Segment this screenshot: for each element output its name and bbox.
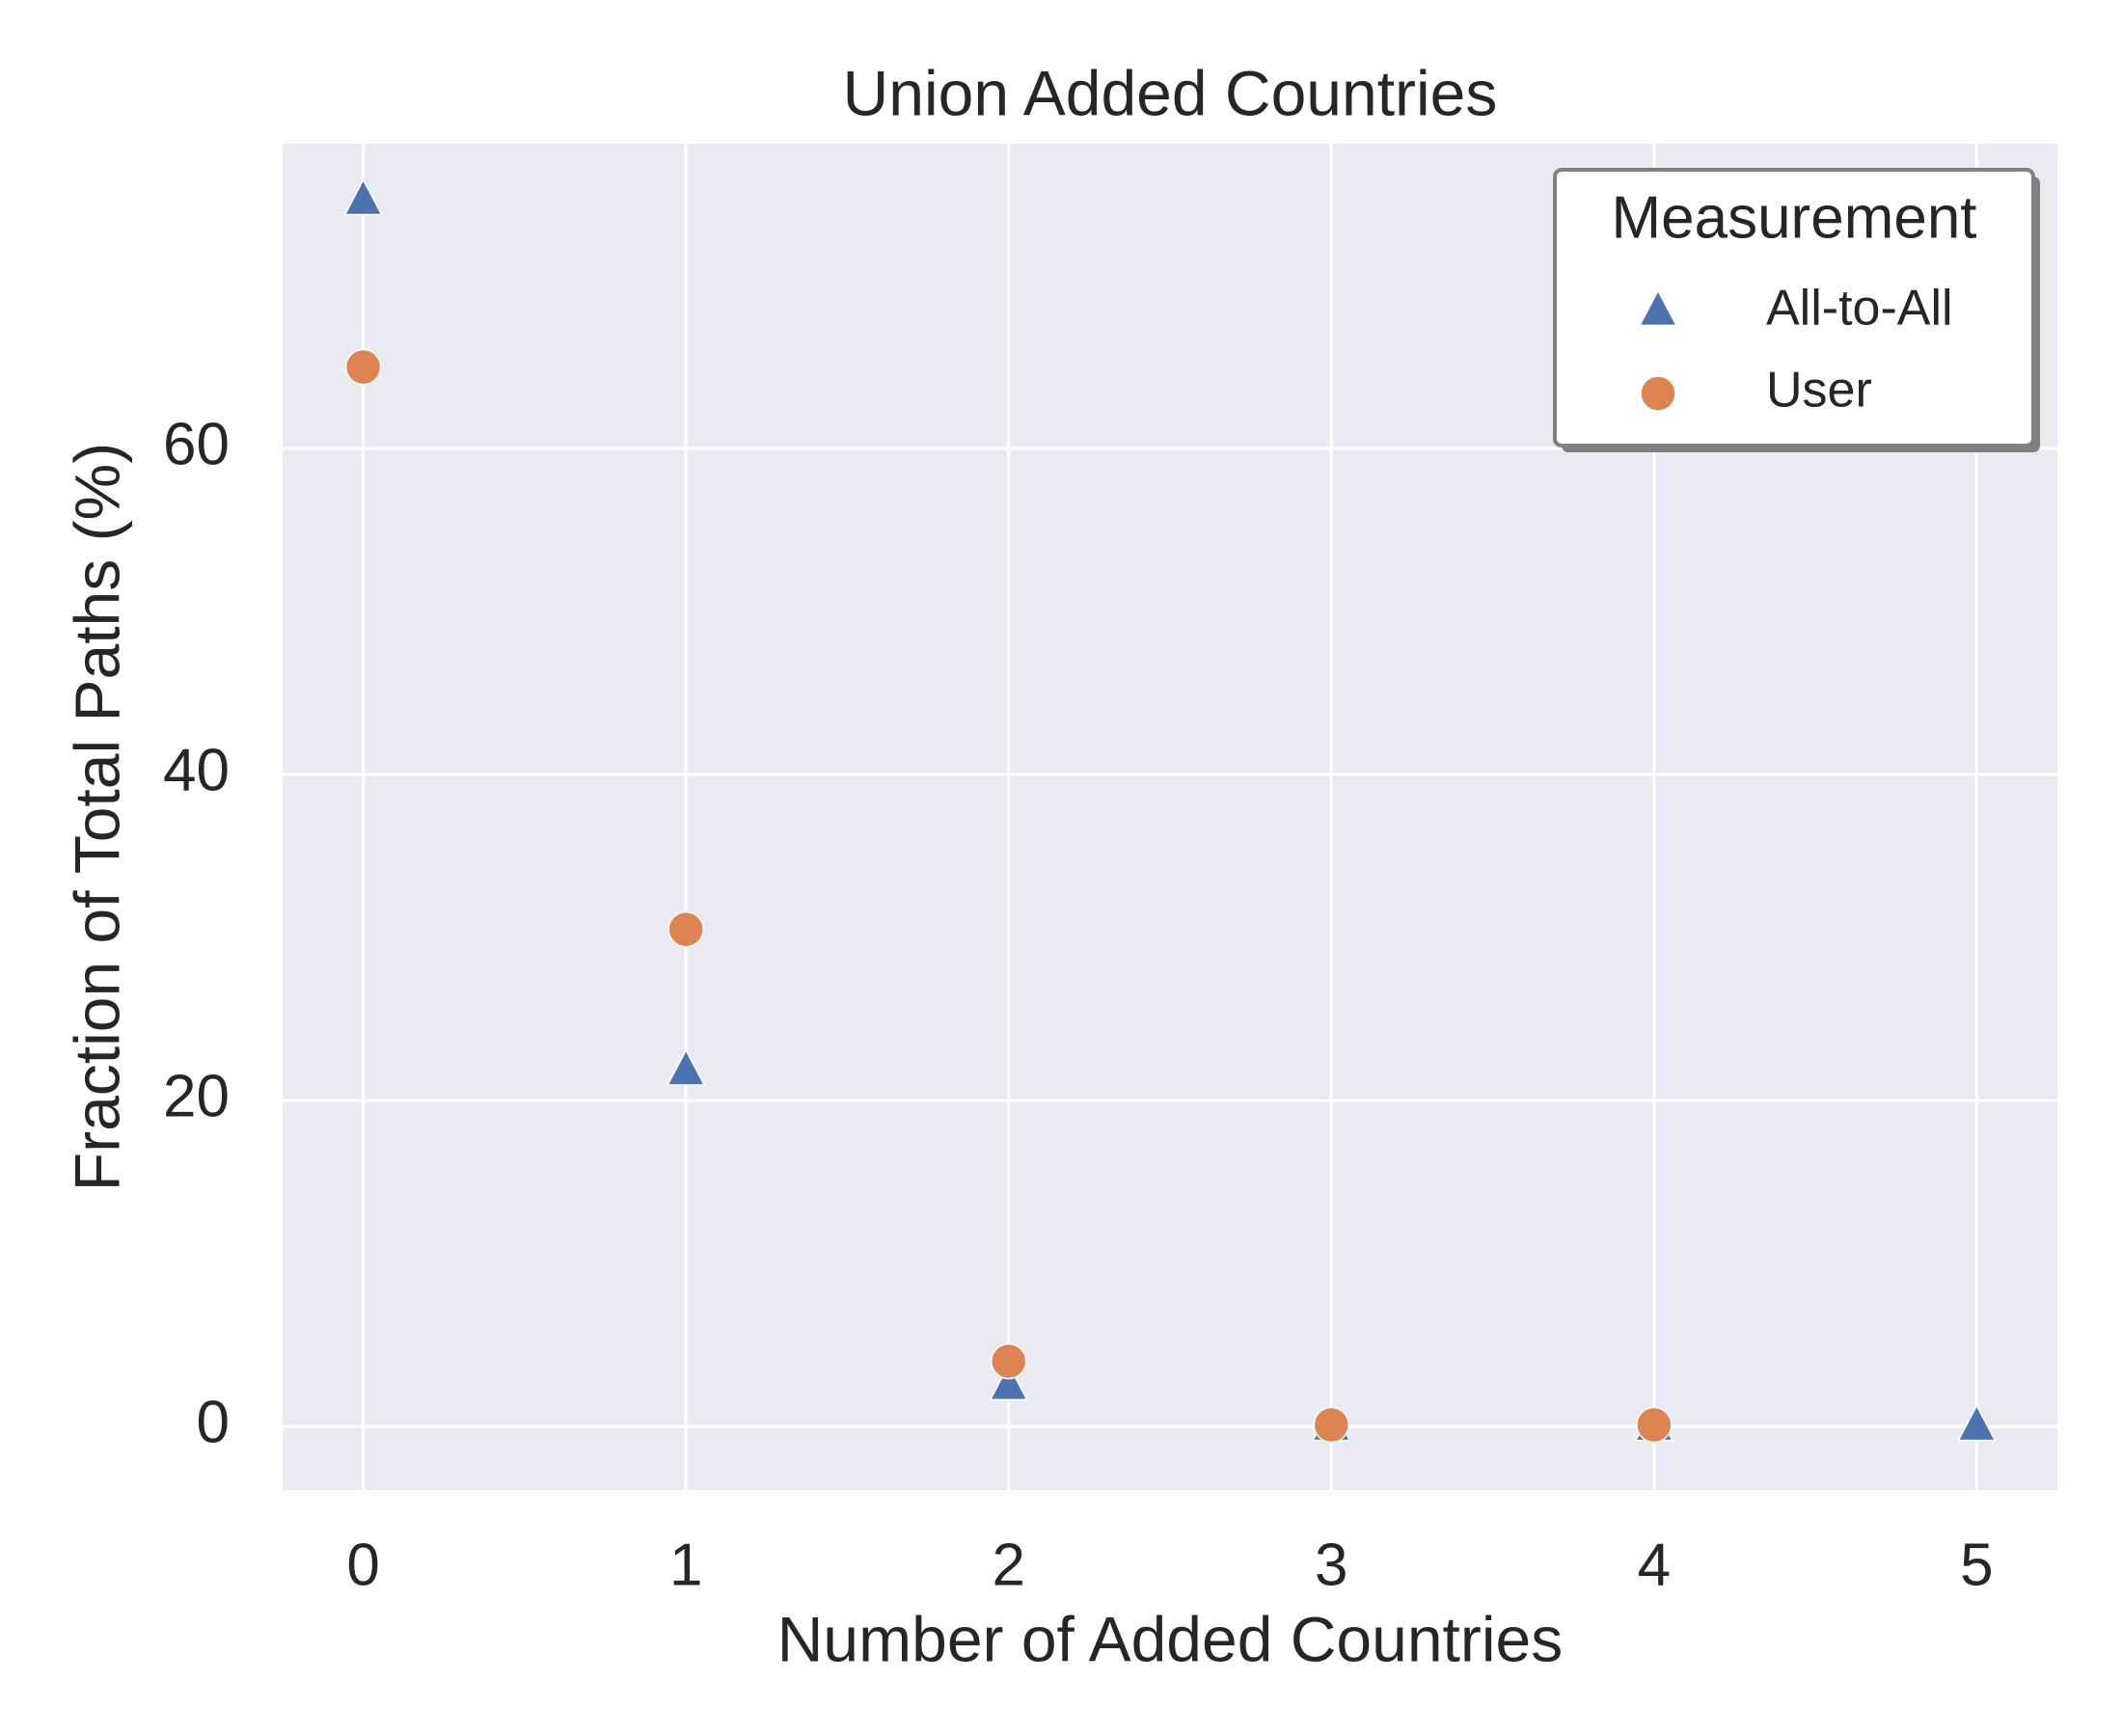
legend-box (1553, 168, 2035, 448)
triangle-marker (989, 1363, 1028, 1400)
x-tick-label: 4 (1638, 1532, 1671, 1598)
y-tick-label: 0 (197, 1389, 230, 1455)
triangle-marker (343, 177, 383, 216)
x-tick-label: 5 (1960, 1532, 1993, 1598)
y-axis-label: Fraction of Total Paths (%) (61, 443, 132, 1191)
y-tick-label: 40 (163, 737, 230, 803)
x-tick-label: 1 (669, 1532, 702, 1598)
legend-label: User (1766, 363, 1872, 419)
chart-title: Union Added Countries (843, 57, 1498, 128)
legend-marker (1640, 375, 1676, 412)
legend-label: All-to-All (1766, 281, 1953, 337)
triangle-marker (1957, 1403, 1997, 1442)
circle-marker (1636, 1406, 1673, 1444)
legend: Measurement All-to-All User (1553, 168, 2040, 452)
circle-marker (990, 1343, 1027, 1380)
y-tick-label: 60 (163, 411, 230, 477)
circle-marker (1313, 1406, 1350, 1444)
x-axis-label: Number of Added Countries (777, 1603, 1563, 1674)
triangle-marker (666, 1048, 706, 1086)
circle-marker (667, 910, 704, 948)
x-tick-label: 2 (992, 1532, 1024, 1598)
x-tick-label: 0 (346, 1532, 379, 1598)
y-tick-label: 20 (163, 1063, 230, 1129)
legend-title: Measurement (1611, 184, 1976, 251)
circle-marker (344, 348, 382, 386)
x-tick-label: 3 (1315, 1532, 1347, 1598)
marks (343, 177, 1997, 1444)
legend-marker (1638, 288, 1678, 327)
